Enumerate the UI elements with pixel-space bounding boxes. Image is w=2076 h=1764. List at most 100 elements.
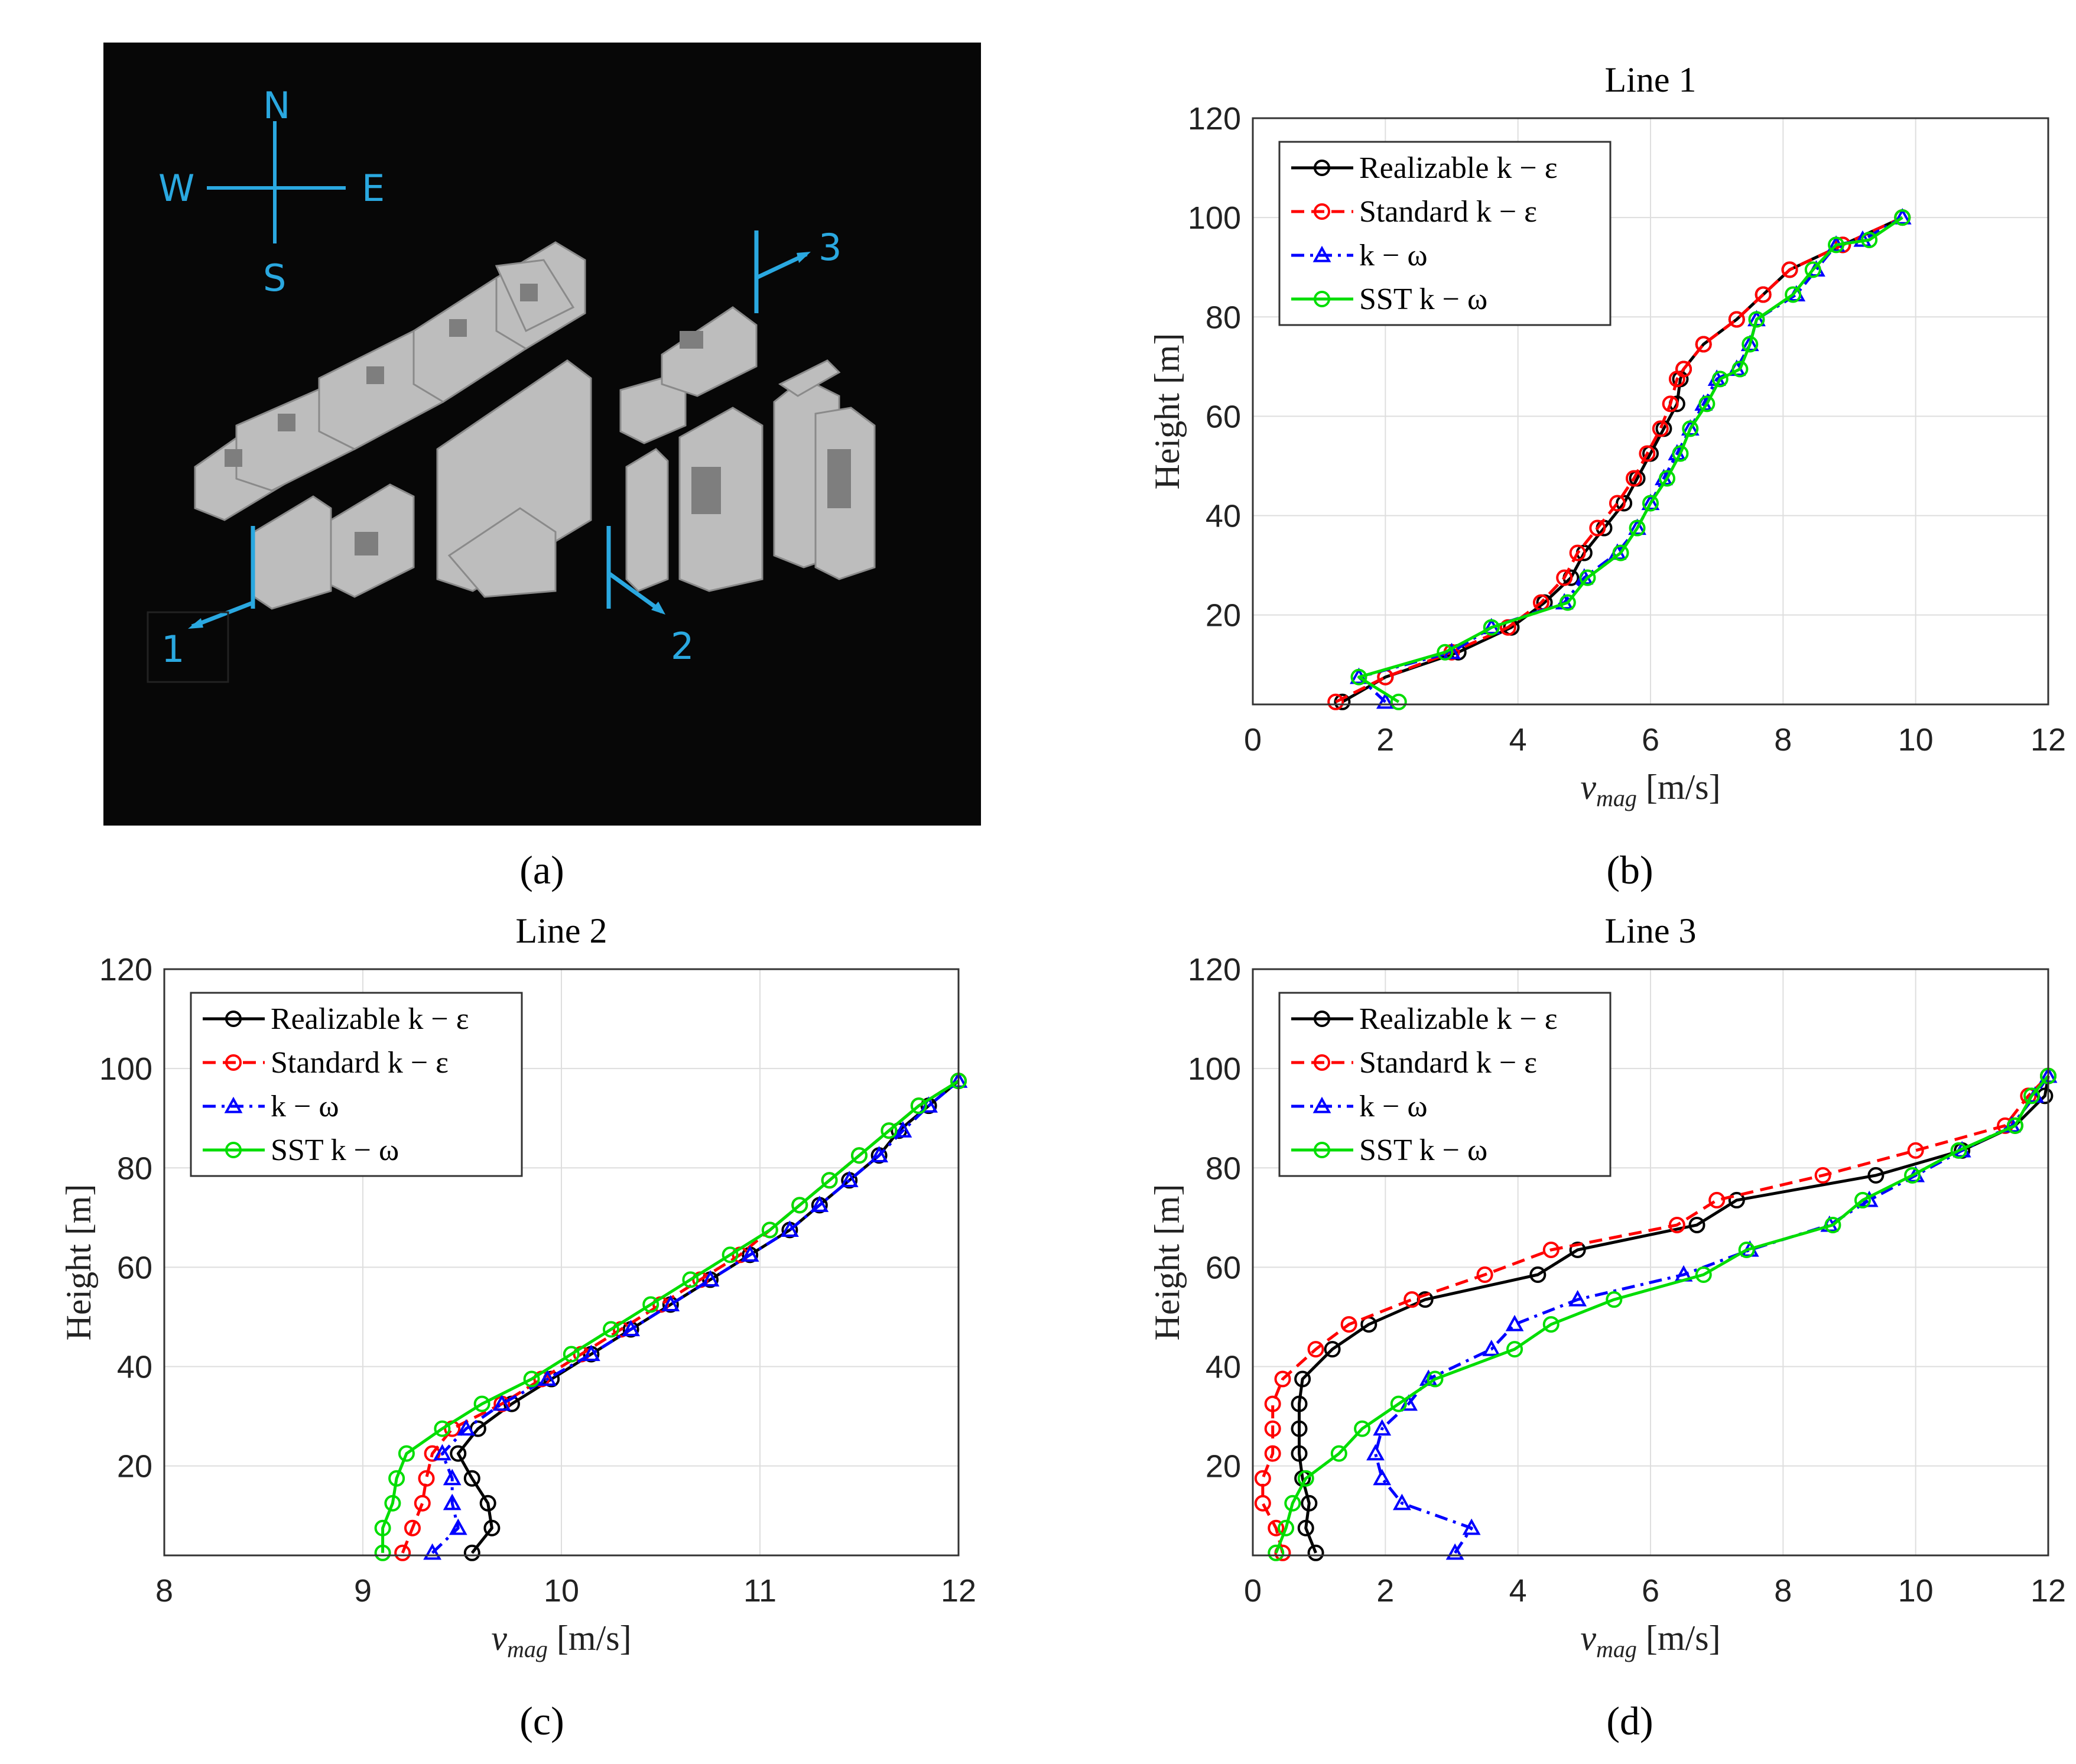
y-tick-label: 100 <box>1188 1051 1241 1087</box>
data-point <box>1740 334 1759 352</box>
data-point <box>740 1245 759 1262</box>
data-point <box>1307 1544 1324 1561</box>
data-point <box>1606 1291 1623 1308</box>
x-tick-label: 10 <box>1898 1573 1934 1609</box>
data-point <box>1476 1266 1493 1284</box>
data-point <box>538 1369 557 1386</box>
legend-box <box>190 992 523 1177</box>
y-tick-label: 60 <box>117 1250 152 1285</box>
legend-label: SST k − ω <box>1359 282 1487 316</box>
legend-label: k − ω <box>271 1090 339 1123</box>
data-point <box>722 1246 739 1263</box>
data-point <box>1907 1142 1924 1159</box>
data-point <box>449 1518 467 1535</box>
data-point <box>1589 519 1606 537</box>
data-point <box>1327 693 1344 710</box>
data-point <box>563 1346 580 1363</box>
legend-label: Realizable k − ε <box>271 1002 469 1036</box>
data-point <box>1711 371 1729 388</box>
data-point <box>1462 1518 1481 1535</box>
data-point <box>1639 445 1656 462</box>
data-point <box>851 1147 868 1164</box>
data-point <box>1291 1420 1308 1437</box>
series-line <box>1357 216 1903 703</box>
y-tick-label: 120 <box>1188 101 1241 137</box>
chart-title: Line 2 <box>516 911 607 950</box>
data-point <box>1268 1519 1285 1536</box>
data-point <box>1662 395 1679 412</box>
legend-marker <box>1314 160 1330 176</box>
data-point <box>384 1495 401 1512</box>
data-point <box>1612 544 1629 561</box>
data-point <box>1708 1191 1726 1209</box>
data-point <box>1728 311 1745 328</box>
data-point <box>1354 1420 1371 1437</box>
legend-marker <box>1314 1054 1330 1071</box>
x-tick-label: 8 <box>155 1573 173 1609</box>
legend-label: SST k − ω <box>271 1133 399 1167</box>
data-point <box>1334 693 1351 710</box>
legend-label: k − ω <box>1359 1090 1428 1123</box>
data-point <box>2023 1087 2040 1104</box>
x-axis-label: vmag [m/s] <box>1580 768 1720 811</box>
y-tick-label: 80 <box>1206 1151 1241 1186</box>
data-point <box>1755 286 1772 303</box>
data-point <box>1390 693 1407 710</box>
data-point <box>418 1470 435 1487</box>
data-point <box>483 1519 501 1536</box>
data-point <box>1542 1241 1560 1258</box>
data-point <box>1675 360 1692 378</box>
legend: Realizable k − ε Standard k − ε k − ω SST k… <box>1278 141 1612 326</box>
data-point <box>1373 1419 1392 1436</box>
data-point <box>1748 311 1765 328</box>
legend-box <box>1278 141 1612 326</box>
series-4 <box>1268 1067 2056 1561</box>
data-point <box>1579 569 1596 586</box>
data-point <box>682 1271 699 1288</box>
data-point <box>1404 1291 1421 1308</box>
compass-w: W <box>158 167 194 210</box>
data-point <box>582 1344 600 1362</box>
data-point <box>1824 1216 1841 1233</box>
series-4 <box>1350 209 1911 710</box>
series-line <box>1298 1076 2050 1554</box>
data-point <box>457 1419 476 1436</box>
data-point <box>1307 1341 1324 1358</box>
data-point <box>1506 1341 1523 1358</box>
series-3 <box>423 1071 968 1560</box>
line-label-3: 3 <box>818 226 842 269</box>
data-point <box>1294 1370 1311 1388</box>
legend: Realizable k − ε Standard k − ε k − ω SST k… <box>190 992 523 1177</box>
data-point <box>1556 569 1573 586</box>
data-point <box>1297 1519 1314 1536</box>
y-tick-label: 20 <box>1206 598 1241 634</box>
data-point <box>1698 395 1716 412</box>
data-point <box>1559 594 1576 611</box>
plot-frame <box>1252 968 2049 1557</box>
legend-marker <box>224 1096 243 1113</box>
y-tick-label: 100 <box>99 1051 152 1087</box>
data-point <box>1254 1495 1271 1512</box>
legend-label: Standard k − ε <box>271 1046 449 1080</box>
data-point <box>821 1172 838 1189</box>
x-tick-label: 8 <box>1774 722 1792 758</box>
plot-frame <box>163 968 960 1557</box>
x-tick-label: 12 <box>2030 722 2066 758</box>
legend-label: SST k − ω <box>1359 1133 1487 1167</box>
y-tick-label: 20 <box>117 1449 152 1484</box>
data-point <box>1264 1445 1281 1462</box>
data-point <box>1482 1340 1501 1356</box>
data-point <box>1297 1470 1314 1487</box>
legend-marker <box>1312 245 1331 262</box>
data-point <box>473 1395 490 1412</box>
legend-marker <box>225 1142 242 1158</box>
legend-label: Standard k − ε <box>1359 195 1537 229</box>
x-tick-label: 10 <box>1898 722 1934 758</box>
data-point <box>1568 1289 1587 1307</box>
data-point <box>450 1445 467 1462</box>
data-point <box>1616 495 1633 512</box>
data-point <box>1445 1543 1464 1560</box>
data-point <box>1376 692 1395 709</box>
